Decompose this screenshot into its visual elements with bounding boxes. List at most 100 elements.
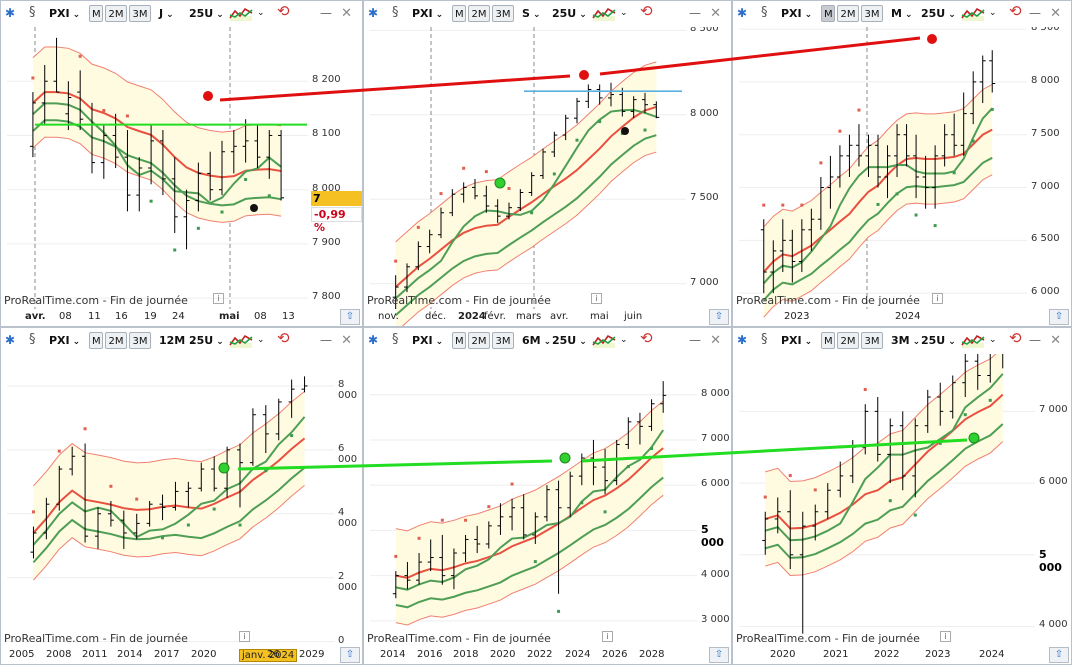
- indicator-chart-icon[interactable]: [229, 4, 253, 23]
- bar-count-dropdown[interactable]: 25U ⌄: [189, 332, 224, 349]
- minimize-icon[interactable]: —: [1029, 6, 1041, 20]
- period-button-2m[interactable]: 2M: [468, 5, 490, 22]
- indicator-chart-icon[interactable]: [592, 4, 616, 23]
- period-button-3m[interactable]: 3M: [129, 5, 151, 22]
- link-icon[interactable]: ✱: [368, 333, 379, 347]
- instrument-selector[interactable]: PXI ⌄: [781, 5, 812, 22]
- link-icon[interactable]: ✱: [737, 6, 748, 20]
- period-button-3m[interactable]: 3M: [492, 5, 514, 22]
- close-icon[interactable]: ✕: [341, 6, 352, 21]
- period-dropdown[interactable]: S ⌄: [522, 5, 540, 22]
- bar-count-dropdown[interactable]: 25U ⌄: [552, 5, 587, 22]
- period-button-3m[interactable]: 3M: [861, 5, 883, 22]
- close-icon[interactable]: ✕: [710, 6, 721, 21]
- period-dropdown[interactable]: 6M ⌄: [522, 332, 551, 349]
- instrument-selector[interactable]: PXI ⌄: [412, 5, 443, 22]
- refresh-icon[interactable]: ⟲: [640, 2, 653, 20]
- period-button-2m[interactable]: 2M: [105, 5, 127, 22]
- info-icon[interactable]: i: [940, 631, 951, 642]
- link-chain-icon[interactable]: §: [761, 332, 768, 347]
- refresh-icon[interactable]: ⟲: [277, 2, 290, 20]
- expand-icon[interactable]: ⇧: [709, 647, 729, 663]
- chevron-down-icon[interactable]: ⌄: [257, 8, 265, 18]
- period-button-m[interactable]: M: [821, 332, 835, 349]
- indicator-chart-icon[interactable]: [229, 331, 253, 350]
- chevron-down-icon[interactable]: ⌄: [620, 335, 628, 345]
- refresh-icon[interactable]: ⟲: [1009, 2, 1022, 20]
- period-dropdown[interactable]: 3M ⌄: [891, 332, 920, 349]
- chart-plot-weekly[interactable]: [364, 1, 731, 326]
- indicator-chart-icon[interactable]: [961, 331, 985, 350]
- chart-plot-yearly[interactable]: [1, 328, 362, 664]
- info-icon[interactable]: i: [591, 293, 602, 304]
- expand-icon[interactable]: ⇧: [1049, 309, 1069, 325]
- link-chain-icon[interactable]: §: [761, 5, 768, 20]
- indicator-chart-icon[interactable]: [961, 4, 985, 23]
- link-icon[interactable]: ✱: [5, 333, 16, 347]
- period-dropdown[interactable]: J ⌄: [159, 5, 174, 22]
- minimize-icon[interactable]: —: [1029, 333, 1041, 347]
- instrument-selector[interactable]: PXI ⌄: [49, 332, 80, 349]
- period-button-2m[interactable]: 2M: [105, 332, 127, 349]
- minimize-icon[interactable]: —: [320, 333, 332, 347]
- period-button-3m[interactable]: 3M: [129, 332, 151, 349]
- close-icon[interactable]: ✕: [341, 333, 352, 348]
- refresh-icon[interactable]: ⟲: [640, 329, 653, 347]
- period-button-m[interactable]: M: [452, 5, 466, 22]
- period-button-m[interactable]: M: [821, 5, 835, 22]
- instrument-selector[interactable]: PXI ⌄: [781, 332, 812, 349]
- close-icon[interactable]: ✕: [1050, 333, 1061, 348]
- bar-count-dropdown[interactable]: 25U ⌄: [552, 332, 587, 349]
- info-icon[interactable]: i: [932, 293, 943, 304]
- period-button-2m[interactable]: 2M: [837, 332, 859, 349]
- link-chain-icon[interactable]: §: [392, 5, 399, 20]
- chart-plot-monthly[interactable]: [733, 1, 1071, 326]
- x-tick-label: mars: [516, 311, 542, 322]
- instrument-selector[interactable]: PXI ⌄: [49, 5, 80, 22]
- chevron-down-icon[interactable]: ⌄: [257, 335, 265, 345]
- link-icon[interactable]: ✱: [5, 6, 16, 20]
- info-icon[interactable]: i: [239, 631, 250, 642]
- bar-count-dropdown[interactable]: 25U ⌄: [921, 5, 956, 22]
- chevron-down-icon[interactable]: ⌄: [989, 8, 997, 18]
- refresh-icon[interactable]: ⟲: [277, 329, 290, 347]
- expand-icon[interactable]: ⇧: [340, 647, 360, 663]
- close-icon[interactable]: ✕: [710, 333, 721, 348]
- period-button-2m[interactable]: 2M: [468, 332, 490, 349]
- x-tick-label: nov.: [378, 311, 399, 322]
- chevron-down-icon[interactable]: ⌄: [620, 8, 628, 18]
- expand-icon[interactable]: ⇧: [709, 309, 729, 325]
- period-dropdown[interactable]: 12M ⌄: [159, 332, 196, 349]
- chevron-down-icon: ⌄: [216, 10, 224, 20]
- link-chain-icon[interactable]: §: [392, 332, 399, 347]
- minimize-icon[interactable]: —: [320, 6, 332, 20]
- chart-plot-daily[interactable]: [1, 1, 362, 326]
- period-button-3m[interactable]: 3M: [492, 332, 514, 349]
- close-icon[interactable]: ✕: [1050, 6, 1061, 21]
- bar-count-dropdown[interactable]: 25U ⌄: [189, 5, 224, 22]
- expand-icon[interactable]: ⇧: [340, 309, 360, 325]
- chart-plot-quarterly[interactable]: [733, 328, 1071, 664]
- link-icon[interactable]: ✱: [737, 333, 748, 347]
- info-icon[interactable]: i: [213, 293, 224, 304]
- period-button-m[interactable]: M: [452, 332, 466, 349]
- ohlc-bar: [438, 207, 444, 239]
- minimize-icon[interactable]: —: [689, 333, 701, 347]
- link-icon[interactable]: ✱: [368, 6, 379, 20]
- refresh-icon[interactable]: ⟲: [1009, 329, 1022, 347]
- period-button-m[interactable]: M: [89, 332, 103, 349]
- period-button-m[interactable]: M: [89, 5, 103, 22]
- bar-count-dropdown[interactable]: 25U ⌄: [921, 332, 956, 349]
- minimize-icon[interactable]: —: [689, 6, 701, 20]
- indicator-chart-icon[interactable]: [592, 331, 616, 350]
- period-button-2m[interactable]: 2M: [837, 5, 859, 22]
- link-chain-icon[interactable]: §: [29, 332, 36, 347]
- expand-icon[interactable]: ⇧: [1049, 647, 1069, 663]
- chart-plot-half-yearly[interactable]: [364, 328, 731, 664]
- period-dropdown[interactable]: M ⌄: [891, 5, 913, 22]
- link-chain-icon[interactable]: §: [29, 5, 36, 20]
- instrument-selector[interactable]: PXI ⌄: [412, 332, 443, 349]
- chevron-down-icon[interactable]: ⌄: [989, 335, 997, 345]
- info-icon[interactable]: i: [602, 631, 613, 642]
- period-button-3m[interactable]: 3M: [861, 332, 883, 349]
